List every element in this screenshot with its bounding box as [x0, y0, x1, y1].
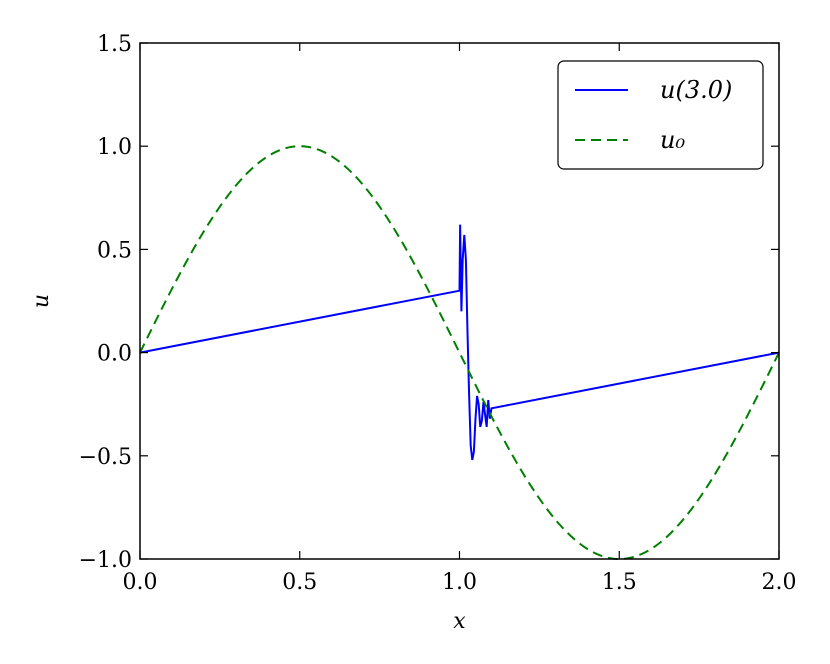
x-tick-label: 0.5: [282, 570, 317, 595]
y-tick-label: −1.0: [79, 548, 132, 573]
legend-box: [557, 60, 764, 170]
x-tick-label: 1.0: [442, 570, 477, 595]
legend-label-u0: u₀: [660, 126, 685, 154]
legend-label-u3: u(3.0): [660, 76, 732, 104]
legend: u(3.0) u₀: [557, 60, 764, 170]
y-tick-label: 0.5: [97, 238, 132, 263]
series-line-u3: [139, 224, 780, 461]
x-tick-label: 2.0: [762, 570, 797, 595]
x-tick-label: 1.5: [602, 570, 637, 595]
y-tick-label: 0.0: [97, 342, 132, 367]
y-tick-label: −0.5: [79, 445, 132, 470]
y-axis-label: u: [29, 294, 54, 308]
y-tick-label: 1.5: [97, 32, 132, 57]
series-line-u0: [139, 145, 780, 561]
series-layer: [139, 145, 780, 561]
x-axis-label: x: [453, 609, 466, 634]
y-tick-label: 1.0: [97, 135, 132, 160]
x-tick-label: 0.0: [123, 570, 158, 595]
ticks-layer: 0.0 0.5 1.0 1.5 2.0 −1.0 −0.5 0.0 0.5 1.0 1.5: [79, 32, 797, 595]
